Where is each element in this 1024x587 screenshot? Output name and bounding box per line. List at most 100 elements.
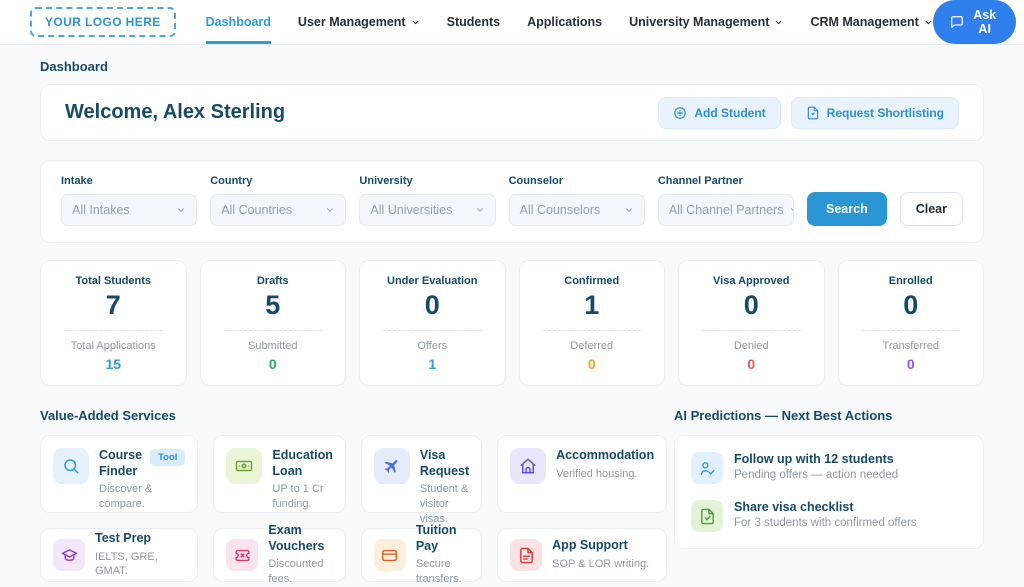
file-check-icon: [691, 500, 723, 533]
nav-item-label: Dashboard: [205, 15, 271, 29]
stat-sublabel: Offers: [417, 340, 448, 353]
stat-label: Drafts: [256, 275, 289, 287]
university-select[interactable]: All Universities: [359, 194, 496, 226]
request-shortlisting-button[interactable]: Request Shortlisting: [790, 96, 959, 129]
service-card-tuition-pay[interactable]: Tuition Pay Secure transfers.: [360, 523, 483, 585]
ask-ai-button[interactable]: Ask AI: [932, 0, 1016, 44]
stat-sublabel: Total Applications: [70, 340, 156, 353]
stat-card-under-evaluation[interactable]: Under Evaluation 0 Offers 1: [359, 260, 506, 387]
ai-item-title: Follow up with 12 students: [734, 452, 894, 467]
channel-partner-select[interactable]: All Channel Partners: [657, 194, 795, 226]
service-body: Education Loan UP to 1 Cr funding.: [272, 448, 332, 512]
nav-item-applications[interactable]: Applications: [527, 0, 602, 44]
stat-card-total-students[interactable]: Total Students 7 Total Applications 15: [40, 260, 187, 387]
select-value: All Countries: [221, 203, 293, 217]
filter-country: Country All Countries: [210, 175, 347, 226]
stat-label: Under Evaluation: [387, 275, 478, 287]
service-body: Visa Request Student & visitor visas.: [420, 448, 469, 527]
chat-icon: [950, 15, 964, 29]
service-card-education-loan[interactable]: Education Loan UP to 1 Cr funding.: [213, 435, 346, 514]
ask-ai-label: Ask AI: [973, 8, 997, 36]
stat-card-visa-approved[interactable]: Visa Approved 0 Denied 0: [678, 260, 825, 387]
ai-predictions-section: AI Predictions — Next Best Actions Follo…: [674, 408, 984, 550]
ai-item-desc: For 3 students with confirmed offers: [734, 517, 917, 530]
service-desc: UP to 1 Cr funding.: [272, 483, 324, 511]
stat-sublabel: Submitted: [247, 340, 298, 353]
service-body: Course Finder Tool Discover & compare.: [99, 448, 186, 512]
stat-card-confirmed[interactable]: Confirmed 1 Deferred 0: [518, 260, 665, 387]
ai-item-body: Follow up with 12 students Pending offer…: [734, 452, 898, 481]
stat-sublabel: Deferred: [570, 340, 614, 353]
add-student-button[interactable]: Add Student: [658, 96, 781, 129]
service-card-accommodation[interactable]: Accommodation Verified housing.: [497, 435, 668, 514]
stat-value: 0: [743, 290, 759, 320]
section-title: Value-Added Services: [40, 408, 176, 424]
service-card-visa-request[interactable]: Visa Request Student & visitor visas.: [360, 435, 483, 525]
counselor-select[interactable]: All Counselors: [508, 194, 645, 226]
nav-item-label: CRM Management: [810, 15, 919, 29]
credit-card-icon: [373, 539, 406, 572]
divider: [861, 330, 960, 332]
home-icon: [510, 448, 547, 485]
nav-item-students[interactable]: Students: [447, 0, 500, 44]
search-button[interactable]: Search: [807, 192, 887, 226]
nav-item-label: Students: [446, 15, 501, 29]
main-nav: Dashboard User Management Students Appli…: [206, 0, 933, 44]
service-card-course-finder[interactable]: Course Finder Tool Discover & compare.: [40, 435, 199, 514]
logo[interactable]: YOUR LOGO HERE: [30, 7, 176, 37]
filter-university: University All Universities: [359, 175, 496, 226]
stat-value: 0: [903, 290, 919, 320]
ticket-icon: [226, 539, 259, 572]
nav-item-crm-management[interactable]: CRM Management: [810, 0, 932, 44]
ai-action-share-visa-checklist[interactable]: Share visa checklist For 3 students with…: [691, 500, 967, 533]
service-body: App Support SOP & LOR writing.: [552, 538, 649, 571]
service-desc: Student & visitor visas.: [419, 483, 469, 525]
stat-subvalue: 0: [906, 356, 915, 373]
stat-subvalue: 15: [105, 356, 122, 373]
ai-item-desc: Pending offers — action needed: [734, 469, 899, 482]
service-name: Exam Vouchers: [268, 523, 325, 553]
header-actions: Ask AI: [932, 0, 1024, 44]
country-select[interactable]: All Countries: [210, 194, 347, 226]
chevron-down-icon: [411, 18, 420, 27]
service-desc: Discover & compare.: [99, 483, 153, 511]
chevron-down-icon: [475, 205, 485, 215]
plus-circle-icon: [673, 106, 687, 120]
value-added-services-section: Value-Added Services Course Finder Tool …: [40, 408, 668, 585]
service-name: Course Finder: [99, 448, 143, 478]
filter-label: Intake: [61, 175, 93, 187]
filter-label: Channel Partner: [657, 175, 743, 187]
nav-item-dashboard[interactable]: Dashboard: [206, 0, 271, 44]
nav-item-user-management[interactable]: User Management: [298, 0, 420, 44]
bottom-sections: Value-Added Services Course Finder Tool …: [40, 408, 984, 585]
divider: [64, 330, 163, 332]
stat-label: Enrolled: [888, 275, 933, 287]
select-value: All Intakes: [72, 203, 130, 217]
service-card-test-prep[interactable]: Test Prep IELTS, GRE, GMAT.: [40, 528, 199, 583]
ai-action-follow-up[interactable]: Follow up with 12 students Pending offer…: [691, 452, 967, 485]
nav-item-university-management[interactable]: University Management: [629, 0, 783, 44]
service-card-app-support[interactable]: App Support SOP & LOR writing.: [497, 528, 668, 583]
tool-badge: Tool: [150, 449, 186, 467]
stat-sublabel: Transferred: [882, 340, 939, 353]
main-content: Dashboard Welcome, Alex Sterling Add Stu…: [0, 59, 1024, 585]
stat-value: 7: [105, 290, 121, 320]
stat-card-drafts[interactable]: Drafts 5 Submitted 0: [199, 260, 346, 387]
nav-item-label: Applications: [527, 15, 603, 29]
stat-card-enrolled[interactable]: Enrolled 0 Transferred 0: [837, 260, 984, 387]
clear-button[interactable]: Clear: [899, 192, 963, 226]
ai-item-title: Share visa checklist: [734, 500, 854, 515]
divider: [223, 330, 322, 332]
stat-subvalue: 1: [428, 356, 437, 373]
select-value: All Channel Partners: [668, 203, 784, 217]
service-name: Visa Request: [419, 448, 470, 478]
service-body: Test Prep IELTS, GRE, GMAT.: [95, 531, 185, 579]
ai-predictions-card: Follow up with 12 students Pending offer…: [674, 435, 984, 550]
filter-intake: Intake All Intakes: [61, 175, 198, 226]
chevron-down-icon: [774, 18, 783, 27]
select-value: All Universities: [370, 203, 453, 217]
request-shortlisting-label: Request Shortlisting: [826, 105, 944, 120]
file-icon: [806, 106, 820, 120]
intake-select[interactable]: All Intakes: [61, 194, 198, 226]
service-card-exam-vouchers[interactable]: Exam Vouchers Discounted fees.: [213, 523, 346, 585]
